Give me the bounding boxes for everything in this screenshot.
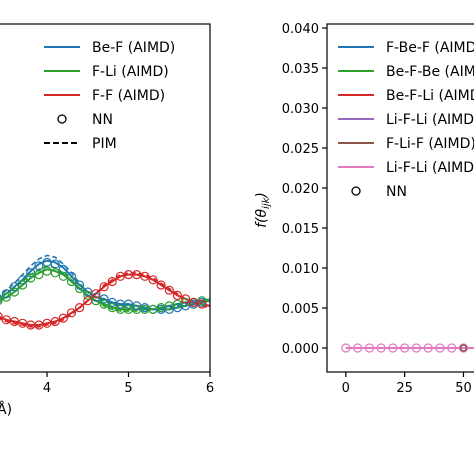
nn-point-1-4 bbox=[18, 280, 28, 290]
nn-point-2-24 bbox=[181, 294, 191, 304]
nn-point-1-6 bbox=[34, 270, 44, 280]
right-curves bbox=[341, 343, 474, 353]
right-x-tick-label-2: 50 bbox=[455, 381, 472, 396]
right-x-tick-label-1: 25 bbox=[396, 381, 413, 396]
right-axes-frame bbox=[326, 23, 474, 373]
angle-nn-point-4 bbox=[388, 343, 398, 353]
nn-point-2-15 bbox=[107, 276, 117, 287]
left-x-tick-label-1: 5 bbox=[124, 381, 132, 396]
legend-label-4: PIM bbox=[92, 136, 117, 152]
nn-point-2-12 bbox=[83, 296, 93, 306]
nn-point-2-14 bbox=[99, 282, 109, 292]
nn-point-0-11 bbox=[74, 280, 85, 290]
nn-point-2-8 bbox=[50, 316, 60, 327]
legend-label-3: NN bbox=[92, 112, 113, 128]
left-x-tick-label-0: 4 bbox=[43, 381, 51, 396]
angle-legend-label-4: F-Li-F (AIMD) bbox=[386, 136, 474, 152]
angle-nn-overlap-point bbox=[459, 344, 468, 352]
right-y-tick-label-4: 0.020 bbox=[282, 182, 319, 197]
angle-nn-point-6 bbox=[411, 343, 421, 353]
nn-point-2-13 bbox=[91, 289, 101, 299]
left-x-ticks: 4 5 6 bbox=[43, 372, 214, 396]
right-x-ticks: 0 25 50 bbox=[342, 372, 472, 396]
nn-point-2-9 bbox=[58, 313, 68, 323]
right-legend: F-Be-F (AIMD) Be-F-Be (AIMD) Be-F-Li (AIMD… bbox=[338, 40, 474, 200]
angle-nn-point-5 bbox=[400, 343, 410, 353]
angle-nn-point-2 bbox=[364, 343, 374, 353]
nn-point-2-1 bbox=[0, 312, 3, 321]
nn-point-0-6 bbox=[34, 261, 44, 271]
angle-nn-point-7 bbox=[423, 343, 433, 353]
nn-point-2-21 bbox=[156, 280, 166, 290]
angle-legend-marker-6 bbox=[351, 186, 361, 196]
angle-legend-label-5: Li-F-Li (AIMD) bbox=[386, 160, 474, 176]
right-y-tick-label-0: 0.000 bbox=[282, 342, 319, 357]
legend-marker-3 bbox=[57, 114, 67, 124]
nn-point-0-9 bbox=[58, 264, 68, 274]
right-y-axis-label: f(θijk) bbox=[254, 192, 272, 228]
angle-legend-label-2: Be-F-Li (AIMD) bbox=[386, 88, 474, 104]
nn-point-1-14 bbox=[99, 299, 109, 309]
angle-nn-point-9 bbox=[447, 343, 457, 353]
angle-nn-point-10 bbox=[458, 343, 469, 353]
right-y-tick-label-3: 0.015 bbox=[282, 222, 319, 237]
right-x-tick-label-0: 0 bbox=[342, 381, 350, 396]
left-legend: Be-F (AIMD) F-Li (AIMD) F-F (AIMD) NN PIM bbox=[44, 40, 175, 152]
legend-label-1: F-Li (AIMD) bbox=[92, 64, 169, 80]
left-x-axis-label: Å) bbox=[0, 401, 12, 418]
angle-legend-label-6: NN bbox=[386, 184, 407, 200]
right-y-tick-label-1: 0.005 bbox=[282, 302, 319, 317]
angle-legend-label-3: Li-F-Li (AIMD) bbox=[386, 112, 474, 128]
angle-nn-point-0 bbox=[341, 343, 351, 353]
angle-legend-label-1: Be-F-Be (AIMD) bbox=[386, 64, 474, 80]
right-y-tick-label-5: 0.025 bbox=[282, 142, 319, 157]
angle-nn-point-3 bbox=[376, 343, 386, 353]
nn-point-1-3 bbox=[9, 287, 19, 297]
nn-point-2-10 bbox=[66, 308, 77, 318]
nn-point-2-20 bbox=[148, 275, 158, 285]
nn-point-2-11 bbox=[74, 303, 85, 313]
nn-point-2-23 bbox=[172, 290, 182, 300]
nn-point-2-19 bbox=[140, 271, 150, 281]
nn-point-0-8 bbox=[50, 259, 60, 269]
nn-point-1-11 bbox=[74, 283, 85, 294]
pim-line-2 bbox=[0, 272, 211, 328]
nn-point-1-9 bbox=[58, 271, 68, 281]
angle-nn-point-8 bbox=[435, 343, 445, 353]
nn-point-1-8 bbox=[50, 268, 60, 278]
right-y-tick-label-8: 0.040 bbox=[282, 22, 319, 37]
right-y-tick-label-7: 0.035 bbox=[282, 62, 319, 77]
right-y-tick-label-2: 0.010 bbox=[282, 262, 319, 277]
nn-point-1-2 bbox=[1, 292, 11, 302]
right-panel: 0.000 0.005 0.010 0.015 0.020 0.025 0.030 0.035… bbox=[254, 22, 474, 396]
angle-nn-point-1 bbox=[353, 343, 363, 353]
nn-point-1-5 bbox=[26, 273, 36, 283]
left-curves bbox=[0, 254, 211, 330]
legend-label-2: F-F (AIMD) bbox=[92, 88, 165, 104]
left-x-tick-label-2: 6 bbox=[206, 381, 214, 396]
left-panel: 4 5 6 Å) Be-F (AIMD) F-Li (AIMD) F-F (AIMD) N… bbox=[0, 23, 214, 418]
right-y-tick-label-6: 0.030 bbox=[282, 102, 319, 117]
nn-point-1-10 bbox=[66, 276, 77, 287]
nn-point-1-1 bbox=[0, 296, 3, 305]
nn-point-2-26 bbox=[197, 299, 207, 309]
right-y-ticks: 0.000 0.005 0.010 0.015 0.020 0.025 0.030 0.035… bbox=[282, 22, 327, 357]
left-axes-frame bbox=[0, 23, 211, 373]
legend-label-0: Be-F (AIMD) bbox=[92, 40, 175, 56]
nn-point-2-22 bbox=[164, 285, 174, 295]
angle-legend-label-0: F-Be-F (AIMD) bbox=[386, 40, 474, 56]
